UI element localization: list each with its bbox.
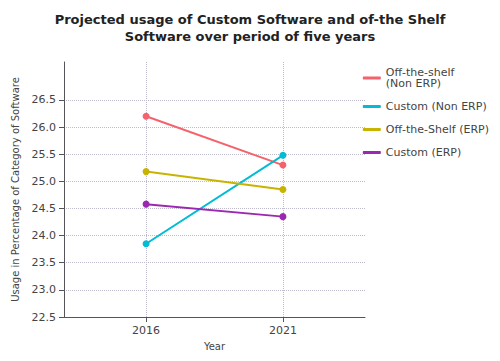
svg-text:Usage in Percentage of Categor: Usage in Percentage of Category of Softw… [10, 77, 21, 302]
svg-text:23.0: 23.0 [32, 283, 57, 296]
svg-text:24.5: 24.5 [32, 202, 57, 215]
svg-text:Off-the-shelf: Off-the-shelf [385, 66, 455, 79]
svg-text:Year: Year [203, 341, 226, 352]
svg-text:Off-the-Shelf (ERP): Off-the-Shelf (ERP) [386, 123, 489, 136]
svg-text:Software over period of five y: Software over period of five years [125, 29, 376, 44]
svg-text:2021: 2021 [269, 324, 297, 337]
svg-text:Projected usage of Custom Soft: Projected usage of Custom Software and o… [55, 12, 446, 27]
svg-text:2016: 2016 [132, 324, 160, 337]
svg-text:23.5: 23.5 [32, 256, 57, 269]
svg-text:25.0: 25.0 [32, 175, 57, 188]
svg-text:25.5: 25.5 [32, 148, 57, 161]
svg-text:22.5: 22.5 [32, 311, 57, 324]
svg-text:26.0: 26.0 [32, 121, 57, 134]
svg-text:Custom (Non ERP): Custom (Non ERP) [386, 100, 487, 113]
svg-text:(Non ERP): (Non ERP) [386, 77, 441, 90]
svg-text:Custom (ERP): Custom (ERP) [386, 146, 461, 159]
svg-text:26.5: 26.5 [32, 93, 57, 106]
svg-text:24.0: 24.0 [32, 229, 57, 242]
